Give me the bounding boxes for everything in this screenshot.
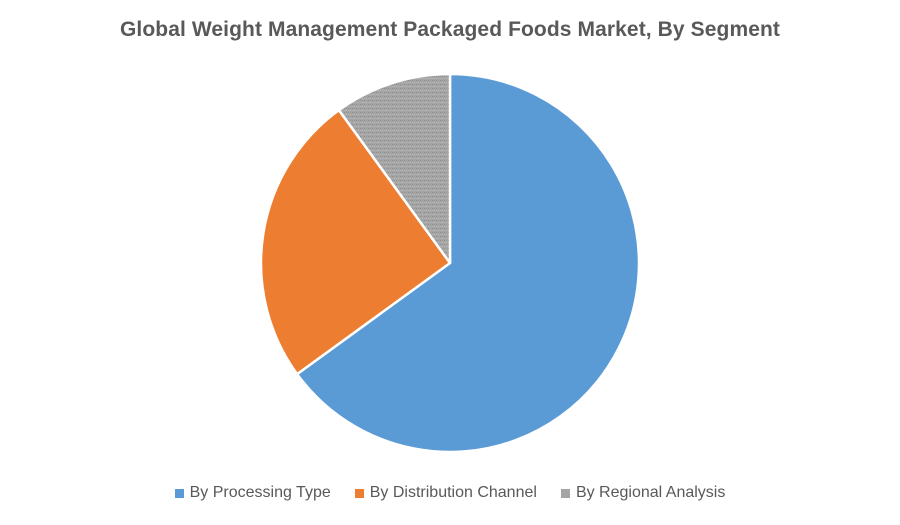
pie-slices: [259, 72, 641, 454]
legend-item-regional-analysis: By Regional Analysis: [560, 484, 726, 502]
legend-item-processing-type: By Processing Type: [174, 484, 331, 502]
legend-label-distribution-channel: By Distribution Channel: [369, 484, 537, 501]
pie-slice-processing-type: [295, 72, 641, 454]
legend-label-regional-analysis: By Regional Analysis: [575, 484, 726, 501]
legend-swatch-distribution-channel: [354, 488, 364, 498]
legend-item-distribution-channel: By Distribution Channel: [354, 484, 537, 502]
legend-swatch-regional-analysis: [560, 488, 570, 498]
legend-label-processing-type: By Processing Type: [189, 484, 331, 501]
pie-slice-distribution-channel: [259, 108, 452, 376]
legend-swatch-processing-type: [174, 488, 184, 498]
legend: By Processing Type By Distribution Chann…: [0, 484, 900, 502]
chart-title: Global Weight Management Packaged Foods …: [119, 18, 781, 41]
pie-slice-regional-analysis: [337, 72, 452, 265]
